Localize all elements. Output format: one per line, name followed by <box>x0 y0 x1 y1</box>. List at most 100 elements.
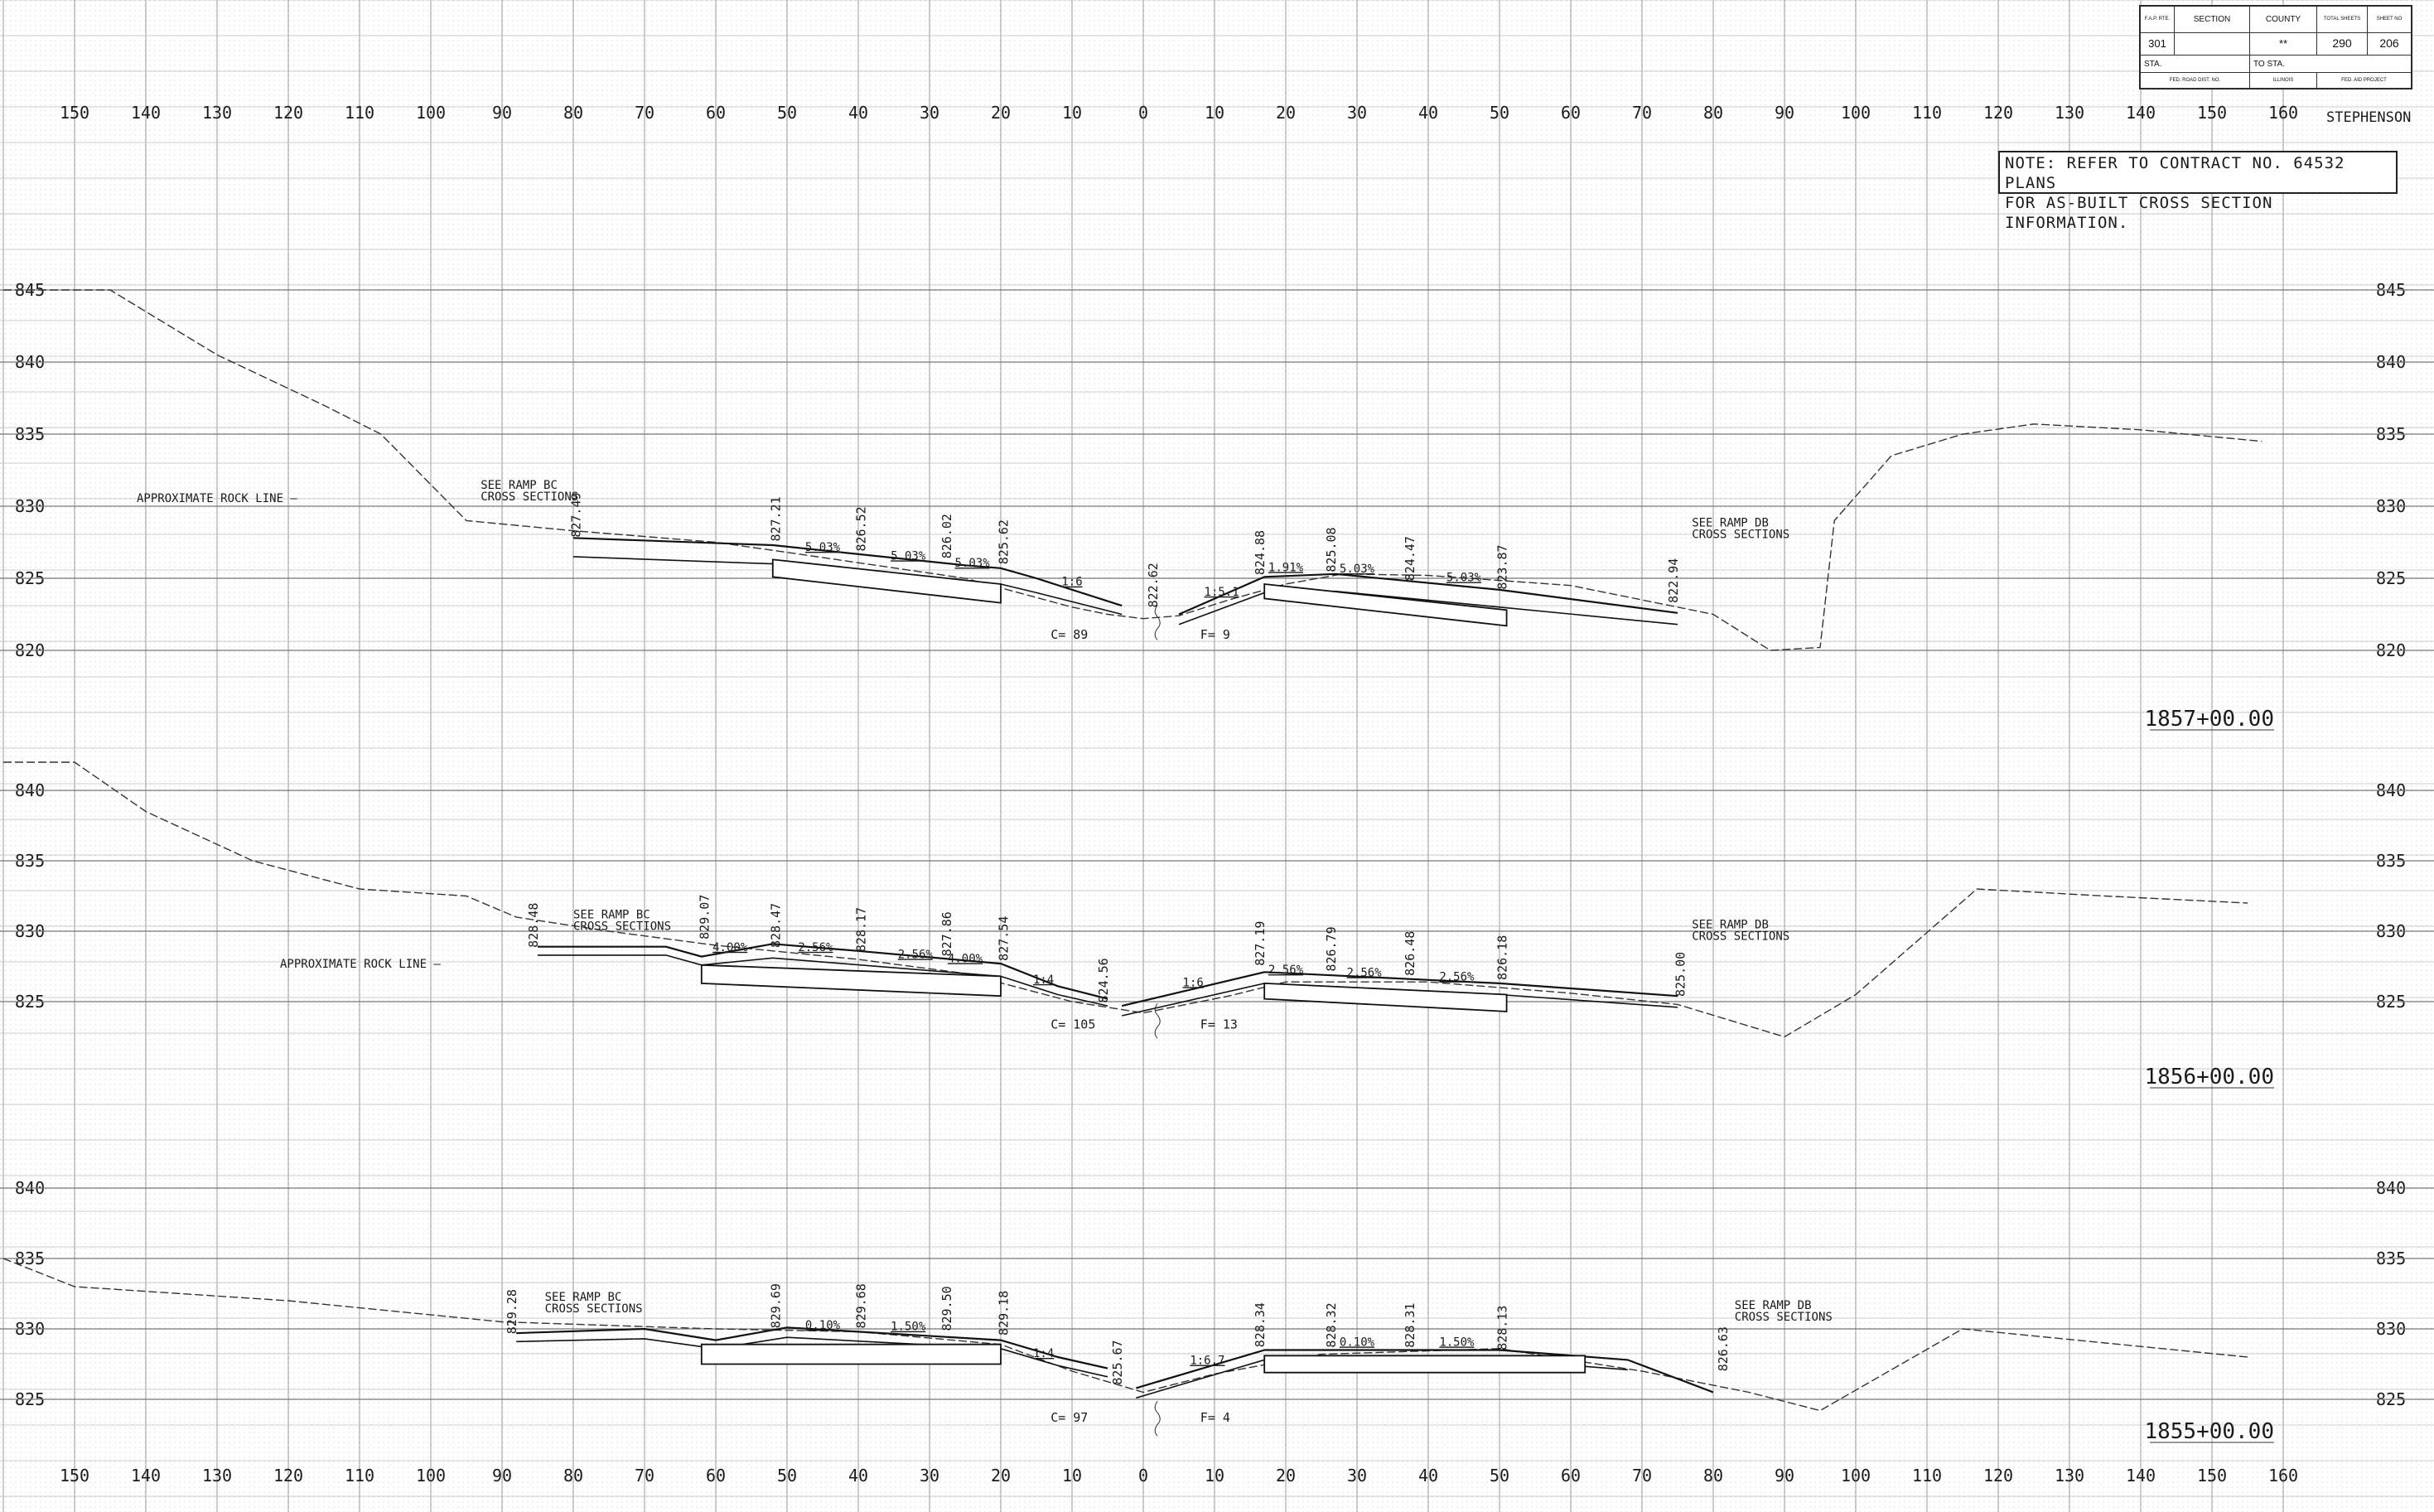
station-label: 1856+00.00 <box>2144 1065 2274 1089</box>
elevation-callout: 824.88 <box>1253 530 1268 575</box>
offset-label: 90 <box>1775 1466 1794 1485</box>
station-label: 1857+00.00 <box>2144 707 2274 732</box>
offset-label: 150 <box>60 1466 89 1485</box>
elevation-callout: 822.62 <box>1146 563 1161 607</box>
offset-label: 30 <box>1347 1466 1367 1485</box>
pavement-slab-left <box>700 964 1002 998</box>
slope-callout: 4.00% <box>948 952 983 965</box>
elevation-callout: 828.13 <box>1495 1306 1510 1350</box>
left-reference-line-1: SEE RAMP BC <box>545 1291 622 1304</box>
aid-project-label: FED. AID PROJECT <box>2316 72 2412 89</box>
existing-ground-line <box>2 1258 2248 1412</box>
offset-label: 60 <box>706 1466 726 1485</box>
slope-callout: 2.56% <box>1268 964 1304 977</box>
proposed-grade-right <box>1121 971 1678 1007</box>
existing-ground-line <box>3 289 2263 651</box>
elevation-callout: 826.52 <box>854 506 869 551</box>
pavement-slab-right <box>1263 1355 1586 1374</box>
subgrade-left <box>516 1336 1108 1378</box>
section-label: SECTION <box>2174 6 2250 33</box>
elevation-callout: 829.28 <box>505 1289 519 1334</box>
station-label: 1855+00.00 <box>2144 1419 2274 1444</box>
offset-label: 80 <box>563 1466 583 1485</box>
elevation-callout: 826.63 <box>1716 1326 1731 1371</box>
offset-label: 120 <box>1983 1466 2013 1485</box>
elevation-callout: 825.62 <box>997 519 1012 564</box>
offset-label: 30 <box>1347 103 1367 123</box>
offset-label: 100 <box>416 1466 446 1485</box>
as-built-note: NOTE: REFER TO CONTRACT NO. 64532 PLANS … <box>1998 151 2398 232</box>
offset-label: 140 <box>2126 103 2156 123</box>
centerline-squiggle <box>1154 1002 1161 1039</box>
offset-label: 70 <box>1632 103 1652 123</box>
offset-label: 140 <box>2126 1466 2156 1485</box>
offset-label: 70 <box>635 1466 654 1485</box>
slope-callout: 1.50% <box>1439 1336 1475 1349</box>
slope-callout: 1:5.1 <box>1205 586 1239 599</box>
proposed-grade-left <box>516 1326 1108 1369</box>
elevation-callout: 828.32 <box>1324 1302 1339 1347</box>
left-reference-line-1: SEE RAMP BC <box>481 479 558 492</box>
offset-label: 110 <box>1912 1466 1942 1485</box>
slope-callout: 5.03% <box>955 557 991 570</box>
offset-label: 100 <box>1841 1466 1871 1485</box>
right-reference-line-1: SEE RAMP DB <box>1692 919 1769 932</box>
note-line-2: FOR AS-BUILT CROSS SECTION INFORMATION. <box>2005 194 2273 232</box>
centerline-squiggle <box>1154 605 1161 640</box>
elevation-callout: 824.47 <box>1403 536 1417 581</box>
cut-quantity: C= 89 <box>1050 627 1088 642</box>
cut-quantity: C= 105 <box>1050 1017 1095 1031</box>
offset-label: 120 <box>1983 103 2013 123</box>
right-reference-line-1: SEE RAMP DB <box>1735 1299 1812 1312</box>
offset-label: 10 <box>1205 103 1224 123</box>
proposed-grade-left <box>572 537 1123 607</box>
elevation-callout: 827.49 <box>569 492 584 537</box>
slope-callout: 0.10% <box>1340 1336 1375 1349</box>
offset-label: 50 <box>1490 1466 1509 1485</box>
offset-label: 130 <box>202 103 232 123</box>
right-reference-line-1: SEE RAMP DB <box>1692 516 1769 529</box>
offset-label: 60 <box>1561 1466 1581 1485</box>
elevation-callout: 827.19 <box>1253 921 1268 966</box>
subgrade-left <box>538 954 1108 1007</box>
slope-callout: 2.56% <box>798 941 833 954</box>
county-value: ** <box>2249 31 2317 56</box>
offset-label: 60 <box>1561 103 1581 123</box>
offset-label: 150 <box>60 103 89 123</box>
offset-label: 20 <box>1276 103 1296 123</box>
offset-label: 130 <box>202 1466 232 1485</box>
top-offset-axis: 150 140 130 120 110 100 90 80 70 60 50 40 30 20 10 0 10 2… <box>60 103 2298 123</box>
offset-label: 10 <box>1205 1466 1224 1485</box>
fill-quantity: F= 4 <box>1200 1410 1230 1425</box>
rock-line-label: APPROXIMATE ROCK LINE — <box>137 492 297 505</box>
offset-label: 70 <box>1632 1466 1652 1485</box>
elevation-callout: 828.34 <box>1253 1302 1268 1347</box>
fill-quantity: F= 13 <box>1200 1017 1238 1031</box>
offset-label: 150 <box>2197 1466 2227 1485</box>
offset-label: 50 <box>777 1466 797 1485</box>
total-sheets-label: TOTAL SHEETS <box>2316 6 2368 33</box>
county-label: COUNTY <box>2249 6 2317 33</box>
offset-label: 20 <box>991 1466 1011 1485</box>
offset-label: 110 <box>1912 103 1942 123</box>
slope-callout: 1.50% <box>891 1321 926 1334</box>
elevation-callout: 829.68 <box>854 1283 869 1328</box>
title-block: F.A.P. RTE. SECTION COUNTY TOTAL SHEETS … <box>2139 5 2412 89</box>
proposed-grade-right <box>1136 1349 1714 1394</box>
offset-label: 40 <box>1418 103 1438 123</box>
offset-label: 40 <box>848 103 868 123</box>
left-reference-line-1: SEE RAMP BC <box>573 909 650 922</box>
offset-label: 40 <box>848 1466 868 1485</box>
elevation-callout: 825.00 <box>1673 952 1688 997</box>
offset-label: 140 <box>131 1466 161 1485</box>
slope-callout: 2.56% <box>1439 971 1475 984</box>
county-name: STEPHENSON <box>2326 109 2412 126</box>
elevation-callout: 826.48 <box>1403 931 1417 976</box>
to-sta-label: TO STA. <box>2249 54 2412 74</box>
slope-callout: 1:6 <box>1061 576 1082 589</box>
bottom-offset-axis: 150 140 130 120 110 100 90 80 70 60 50 40 30 20 10 0 10 2… <box>60 1466 2298 1485</box>
elevation-callout: 825.08 <box>1324 527 1339 572</box>
